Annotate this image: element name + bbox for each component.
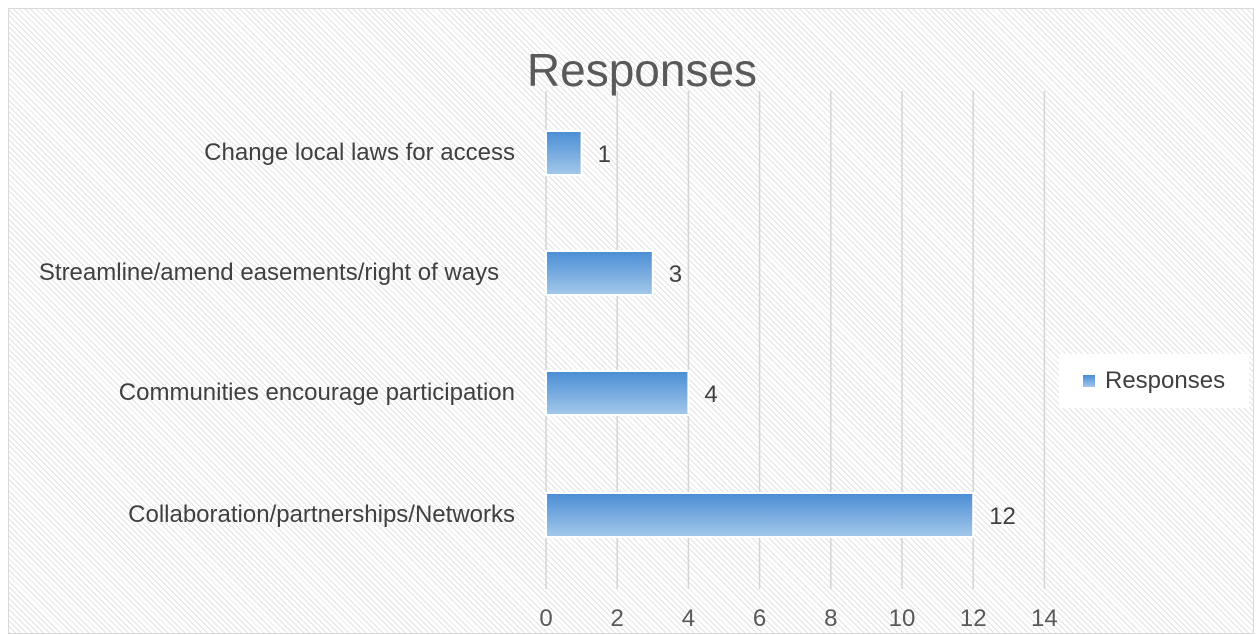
category-label: Streamline/amend easements/right of ways [38,259,500,286]
chart-area: Responses 0 2 4 6 8 10 12 14 1 3 4 12 Change local … [8,8,1254,634]
data-label: 12 [989,503,1016,530]
legend-label-responses: Responses [1105,367,1226,394]
bar [545,250,654,296]
x-tick-label: 2 [611,605,624,632]
x-tick-label: 12 [960,605,987,632]
x-tick-label: 0 [539,605,552,632]
category-label: Change local laws for access [204,139,515,166]
x-tick-label: 14 [1031,605,1058,632]
x-tick-label: 8 [824,605,837,632]
x-tick-label: 4 [682,605,695,632]
data-label: 4 [704,381,717,408]
x-tick-label: 10 [889,605,916,632]
bar [545,370,690,416]
legend-key-responses [1083,375,1095,387]
data-label: 3 [669,261,682,288]
chart-plot: 0 2 4 6 8 10 12 14 1 3 4 12 [539,91,1058,632]
data-label: 1 [598,141,611,168]
bar [545,130,583,176]
bar [545,492,975,538]
chart-title: Responses [526,44,758,96]
x-tick-label: 6 [753,605,766,632]
legend: Responses [1059,354,1249,408]
category-label: Collaboration/partnerships/Networks [128,501,515,528]
category-label: Communities encourage participation [118,379,515,406]
